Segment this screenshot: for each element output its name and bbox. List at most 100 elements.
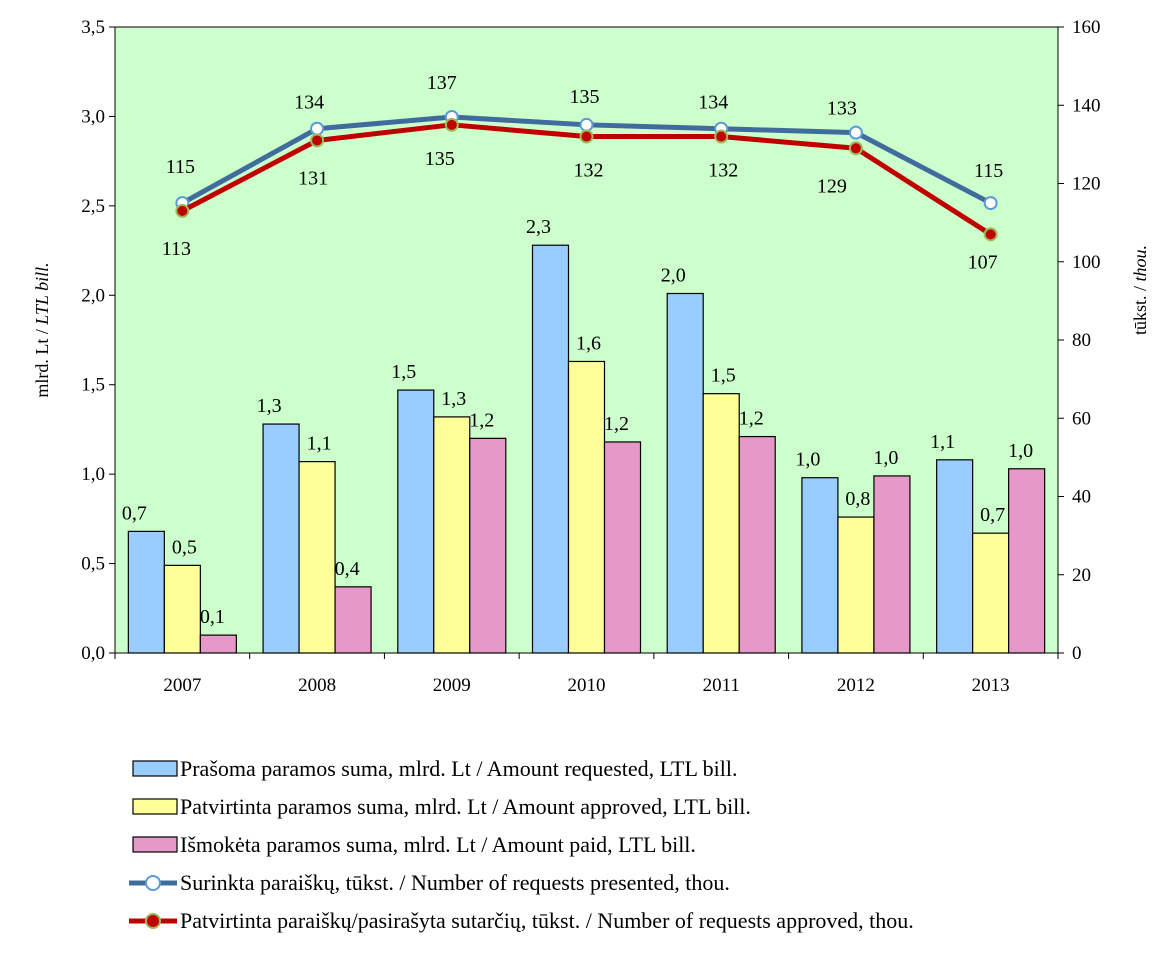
bar-s3-2011 xyxy=(738,435,776,654)
bar-labels-layer: 0,7 1,3 1,5 2,3 2,0 1,0 1,1 0,5 1,1 1,3 1,6 1,5 0,8 0… xyxy=(122,216,1033,628)
bar-s3-2008 xyxy=(334,586,372,654)
bar-label-s3-2010: 1,2 xyxy=(604,413,629,435)
legend-swatch-bar-3 xyxy=(132,836,178,853)
bar-label-s1-2007: 0,7 xyxy=(122,502,147,524)
line-label-s2-2008: 131 xyxy=(298,167,328,189)
right-tick-label-4: 80 xyxy=(1072,330,1091,351)
left-tick-label-0: 0,0 xyxy=(81,643,105,664)
bar-s3-2009 xyxy=(469,437,507,654)
bar-s2-2013 xyxy=(972,532,1010,654)
bar-s2-2011 xyxy=(702,393,740,654)
right-tick-label-6: 120 xyxy=(1072,174,1101,195)
bar-label-s2-2012: 0,8 xyxy=(845,488,870,510)
right-tick-label-3: 60 xyxy=(1072,408,1091,429)
bar-s1-2012 xyxy=(801,477,839,654)
x-tick-label-2007: 2007 xyxy=(163,675,201,696)
bar-s1-2010 xyxy=(531,244,570,654)
line-label-s2-2007: 113 xyxy=(162,238,191,260)
y-right-axis-title-italic: thou. xyxy=(1130,245,1150,282)
bar-label-s1-2012: 1,0 xyxy=(795,449,820,471)
bar-label-s1-2011: 2,0 xyxy=(661,264,686,286)
y-left-axis-title-italic: LTL bill. xyxy=(32,262,52,325)
left-tick-label-5: 2,5 xyxy=(81,196,105,217)
line-point-s2-2007 xyxy=(175,203,190,218)
legend-swatch-marker-2 xyxy=(145,913,161,929)
line-point-s2-2012 xyxy=(848,141,863,156)
legend-label-bar-1: Prašoma paramos suma, mlrd. Lt / Amount … xyxy=(180,756,737,781)
lines-layer: 115 134 137 135 134 133 115 113 131 135 132 132 129 1… xyxy=(162,72,1004,273)
left-tick-label-3: 1,5 xyxy=(81,375,105,396)
bar-label-s3-2011: 1,2 xyxy=(739,408,764,430)
bar-label-s3-2009: 1,2 xyxy=(469,409,494,431)
bar-label-s2-2011: 1,5 xyxy=(711,365,736,387)
bar-s2-2009 xyxy=(433,416,471,654)
line-label-s2-2011: 132 xyxy=(708,160,738,182)
bar-label-s2-2009: 1,3 xyxy=(441,388,466,410)
line-label-s1-2012: 133 xyxy=(827,98,857,120)
axes-layer: 0,0 0,5 1,0 1,5 2,0 2,5 3,0 3,5 0 20 40 60 80 100 120 1… xyxy=(32,17,1150,696)
line-point-s1-2013 xyxy=(983,196,998,211)
bar-s1-2008 xyxy=(262,423,300,654)
y-right-axis-title-plain: tūkst. / xyxy=(1130,282,1150,336)
bar-label-s1-2009: 1,5 xyxy=(391,361,416,383)
left-tick-label-1: 0,5 xyxy=(81,554,105,575)
bar-s2-2008 xyxy=(298,461,336,654)
bar-s2-2007 xyxy=(163,564,201,654)
bar-s2-2012 xyxy=(837,516,875,654)
right-tick-label-5: 100 xyxy=(1072,252,1101,273)
line-label-s1-2011: 134 xyxy=(698,92,728,114)
legend-swatch-marker-1 xyxy=(145,875,161,891)
legend-label-line-1: Surinkta paraiškų, tūkst. / Number of re… xyxy=(180,870,730,895)
bar-label-s3-2012: 1,0 xyxy=(873,447,898,469)
y-left-axis-title-plain: mlrd. Lt / xyxy=(32,325,52,398)
bars-layer xyxy=(127,244,1046,654)
line-label-s2-2010: 132 xyxy=(574,160,604,182)
right-tick-label-8: 160 xyxy=(1072,17,1101,38)
y-left-axis-title: mlrd. Lt / LTL bill. xyxy=(32,262,52,397)
legend: Prašoma paramos suma, mlrd. Lt / Amount … xyxy=(129,756,914,933)
bar-s3-2013 xyxy=(1008,468,1046,654)
right-tick-label-1: 20 xyxy=(1072,565,1091,586)
x-tick-label-2013: 2013 xyxy=(972,675,1010,696)
x-tick-label-2010: 2010 xyxy=(568,675,606,696)
line-point-s2-2009 xyxy=(444,117,459,132)
bar-s1-2009 xyxy=(397,389,435,654)
bar-label-s2-2007: 0,5 xyxy=(172,536,197,558)
line-point-s2-2013 xyxy=(983,227,998,242)
legend-label-line-2: Patvirtinta paraiškų/pasirašyta sutarčių… xyxy=(180,908,914,933)
line-label-s1-2008: 134 xyxy=(294,92,324,114)
legend-swatch-bar-2 xyxy=(132,798,178,815)
x-tick-label-2012: 2012 xyxy=(837,675,875,696)
bar-s3-2007 xyxy=(199,634,237,654)
line-point-s1-2008 xyxy=(310,121,325,136)
line-label-s2-2009: 135 xyxy=(425,148,455,170)
line-point-s2-2008 xyxy=(310,133,325,148)
left-tick-label-6: 3,0 xyxy=(81,106,105,127)
y-right-axis-title: tūkst. / thou. xyxy=(1130,245,1150,335)
bar-label-s3-2008: 0,4 xyxy=(335,558,360,580)
left-tick-label-2: 1,0 xyxy=(81,464,105,485)
bar-s1-2007 xyxy=(127,530,165,654)
bar-label-s3-2013: 1,0 xyxy=(1008,440,1033,462)
line-label-s1-2007: 115 xyxy=(166,156,195,178)
right-tick-label-0: 0 xyxy=(1072,643,1082,664)
line-label-s1-2010: 135 xyxy=(570,86,600,108)
bar-label-s2-2008: 1,1 xyxy=(307,433,332,455)
line-point-s2-2011 xyxy=(714,129,729,144)
line-label-s1-2013: 115 xyxy=(974,160,1003,182)
right-tick-label-2: 40 xyxy=(1072,487,1091,508)
bar-s3-2012 xyxy=(873,475,911,654)
bar-label-s2-2013: 0,7 xyxy=(980,504,1005,526)
line-point-s1-2010 xyxy=(579,117,594,132)
right-tick-label-7: 140 xyxy=(1072,95,1101,116)
legend-label-bar-2: Patvirtinta paramos suma, mlrd. Lt / Amo… xyxy=(180,794,751,819)
line-label-s2-2012: 129 xyxy=(817,175,847,197)
line-label-s2-2013: 107 xyxy=(968,251,998,273)
bar-label-s1-2010: 2,3 xyxy=(526,216,551,238)
left-tick-label-4: 2,0 xyxy=(81,285,105,306)
bar-s1-2011 xyxy=(666,292,704,654)
bar-s3-2010 xyxy=(603,441,642,654)
x-tick-label-2008: 2008 xyxy=(298,675,336,696)
